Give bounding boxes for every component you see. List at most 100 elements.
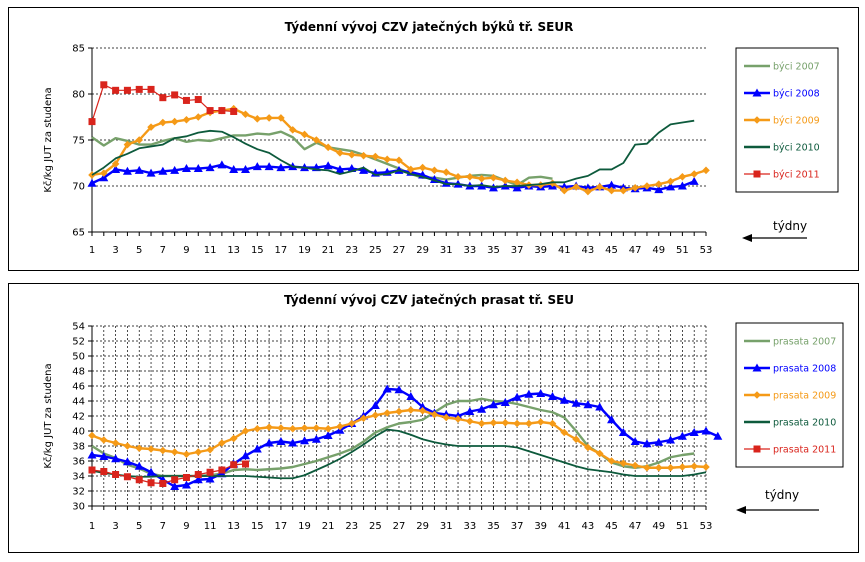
y-tick-label: 48 xyxy=(72,367,85,378)
x-tick-label: 9 xyxy=(183,245,189,256)
data-point xyxy=(147,85,155,93)
data-point xyxy=(312,424,321,432)
data-point xyxy=(134,461,144,470)
data-point xyxy=(277,114,285,122)
y-tick-label: 70 xyxy=(72,182,85,193)
x-tick-label: 45 xyxy=(605,245,618,256)
data-point xyxy=(347,150,356,159)
data-point xyxy=(300,424,309,432)
data-point xyxy=(312,136,321,144)
data-point xyxy=(252,162,262,171)
x-tick-label: 53 xyxy=(700,521,713,532)
data-point xyxy=(689,176,699,185)
arrow-left-icon xyxy=(742,234,807,242)
x-tick-label: 43 xyxy=(582,245,595,256)
data-point xyxy=(182,474,190,481)
data-point xyxy=(488,400,498,409)
data-point xyxy=(100,436,108,444)
x-tick-label: 25 xyxy=(369,245,382,256)
data-point xyxy=(218,107,226,115)
data-point xyxy=(619,186,628,195)
legend-item-s2010: prasata 2010 xyxy=(744,418,836,429)
data-point xyxy=(454,173,462,181)
data-point xyxy=(111,164,121,173)
data-point xyxy=(206,445,214,454)
data-point xyxy=(252,444,262,453)
series-s2009 xyxy=(88,104,710,196)
y-tick-label: 38 xyxy=(72,442,85,453)
x-tick-label: 47 xyxy=(629,521,642,532)
data-point xyxy=(572,183,580,191)
x-tick-label: 13 xyxy=(227,245,240,256)
x-axis-label: týdny xyxy=(773,219,807,233)
x-tick-label: 19 xyxy=(298,245,311,256)
data-point xyxy=(88,118,96,126)
legend-label: býci 2011 xyxy=(773,170,820,181)
y-tick-label: 36 xyxy=(72,457,85,468)
data-point xyxy=(111,439,120,447)
x-tick-label: 35 xyxy=(487,245,500,256)
data-point xyxy=(654,180,663,188)
data-point xyxy=(442,413,451,422)
x-tick-label: 1 xyxy=(89,245,95,256)
data-point xyxy=(466,417,474,426)
data-point xyxy=(753,391,761,399)
x-tick-label: 27 xyxy=(393,245,406,256)
legend-label: prasata 2007 xyxy=(773,337,836,348)
data-point xyxy=(630,437,640,445)
legend: prasata 2007 prasata 2008 prasata 2009 pras… xyxy=(735,322,844,468)
data-point xyxy=(242,460,249,468)
data-point xyxy=(100,169,108,177)
y-tick-label: 40 xyxy=(72,427,85,438)
data-point xyxy=(241,164,250,173)
data-point xyxy=(654,463,663,472)
data-point xyxy=(477,419,486,428)
data-point xyxy=(205,474,215,483)
data-point xyxy=(182,115,191,124)
y-tick-label: 44 xyxy=(72,397,85,408)
data-point xyxy=(752,88,762,97)
data-point xyxy=(217,160,227,169)
y-tick-label: 54 xyxy=(72,322,85,333)
data-point xyxy=(678,173,687,181)
legend-label: prasata 2008 xyxy=(773,364,836,375)
data-point xyxy=(500,398,510,406)
data-point xyxy=(701,426,711,435)
x-tick-label: 17 xyxy=(275,245,288,256)
data-point xyxy=(418,402,428,411)
x-tick-label: 23 xyxy=(345,245,358,256)
chart-panel-bulls: Týdenní vývoj CZV jatečných býků tř. SEU… xyxy=(8,7,859,271)
data-point xyxy=(171,476,179,484)
data-point xyxy=(572,435,580,444)
data-point xyxy=(548,392,557,400)
data-point xyxy=(689,428,699,436)
data-point xyxy=(442,168,451,176)
data-point xyxy=(702,166,710,175)
data-point xyxy=(631,184,639,192)
data-point xyxy=(466,173,474,181)
x-tick-label: 17 xyxy=(275,521,288,532)
data-point xyxy=(277,424,285,432)
data-point xyxy=(536,389,546,397)
data-point xyxy=(111,454,121,463)
data-point xyxy=(170,482,180,490)
data-point xyxy=(430,410,439,419)
data-point xyxy=(170,448,179,456)
y-tick-label: 46 xyxy=(72,382,85,393)
series-s2009 xyxy=(88,406,710,472)
data-point xyxy=(122,166,132,175)
x-tick-label: 39 xyxy=(534,521,547,532)
data-point xyxy=(123,442,132,450)
data-point xyxy=(159,118,167,127)
series-line xyxy=(91,119,695,188)
x-tick-label: 3 xyxy=(112,245,118,256)
data-point xyxy=(159,446,167,455)
data-point xyxy=(241,451,250,460)
data-point xyxy=(122,457,132,466)
data-point xyxy=(666,463,675,472)
data-point xyxy=(560,186,569,195)
data-point xyxy=(407,165,415,174)
data-point xyxy=(123,473,131,481)
data-point xyxy=(134,165,144,174)
data-point xyxy=(135,476,143,484)
